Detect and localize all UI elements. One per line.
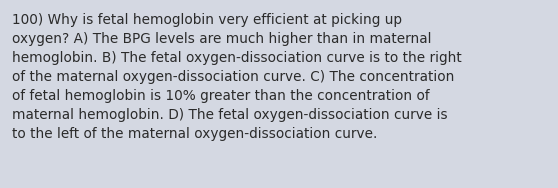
Text: 100) Why is fetal hemoglobin very efficient at picking up
oxygen? A) The BPG lev: 100) Why is fetal hemoglobin very effici…: [12, 13, 462, 141]
